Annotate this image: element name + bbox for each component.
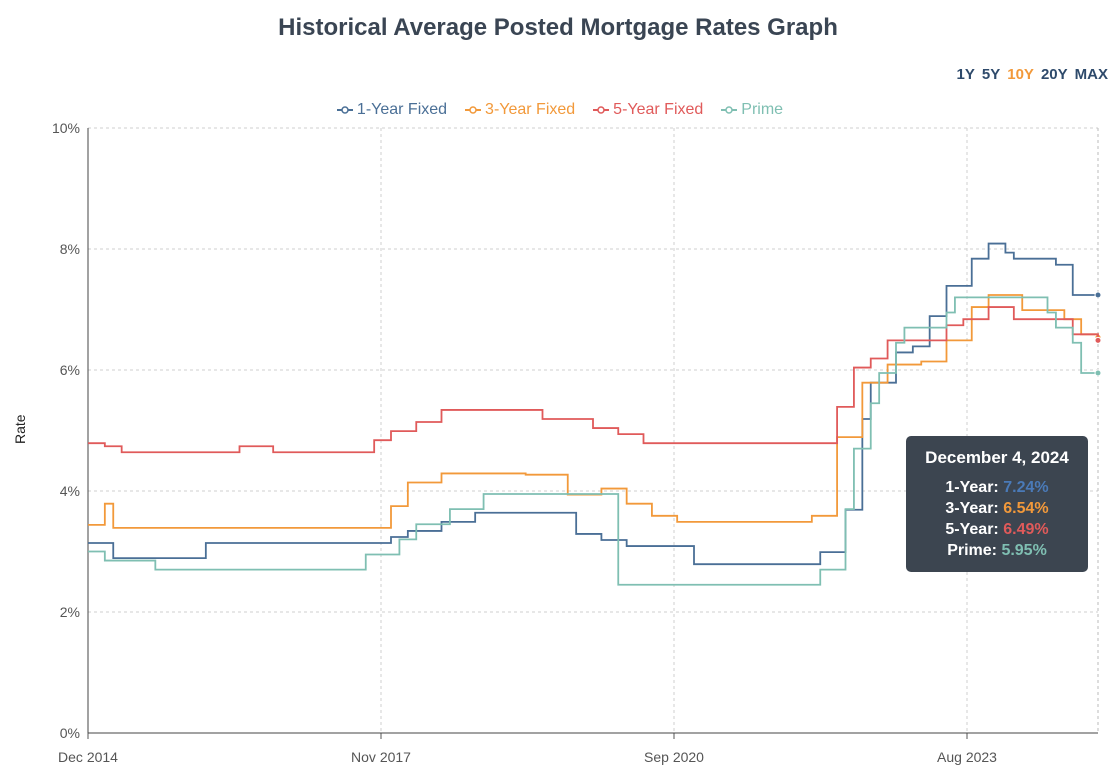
tooltip-value: 7.24% — [1003, 479, 1049, 496]
range-button-20y[interactable]: 20Y — [1040, 66, 1068, 83]
series-endpoint — [1094, 336, 1102, 344]
x-tick-label: Sep 2020 — [644, 749, 704, 765]
tooltip-row-1-year: 1-Year: 7.24% — [906, 477, 1088, 498]
range-button-5y[interactable]: 5Y — [981, 66, 1001, 83]
y-tick-label: 8% — [60, 241, 80, 257]
legend-item-1-year[interactable]: 1-Year Fixed — [336, 101, 448, 119]
series-endpoint — [1094, 291, 1102, 299]
y-tick-label: 0% — [60, 725, 80, 741]
chart-title: Historical Average Posted Mortgage Rates… — [278, 14, 838, 41]
series-line-5-year-fixed — [88, 306, 1099, 454]
y-tick-label: 4% — [60, 483, 80, 499]
y-tick-label: 10% — [52, 120, 80, 136]
range-button-1y[interactable]: 1Y — [956, 66, 975, 83]
tooltip-label: Prime: — [947, 542, 997, 559]
legend-label: Prime — [741, 101, 784, 118]
tooltip-row-3-year: 3-Year: 6.54% — [906, 498, 1088, 519]
x-tick-label: Nov 2017 — [351, 749, 411, 765]
tooltip-row-5-year: 5-Year: 6.49% — [906, 519, 1088, 540]
legend-label: 3-Year Fixed — [485, 101, 576, 118]
y-tick-label: 6% — [60, 362, 80, 378]
legend-marker-icon — [336, 105, 353, 115]
tooltip-date: December 4, 2024 — [925, 448, 1069, 467]
tooltip-label: 5-Year: — [945, 521, 999, 538]
x-tick-label: Aug 2023 — [937, 749, 997, 765]
y-tick-label: 2% — [60, 604, 80, 620]
tooltip-label: 3-Year: — [945, 500, 999, 517]
legend-item-3-year[interactable]: 3-Year Fixed — [465, 101, 575, 119]
tooltip-row-prime: Prime: 5.95% — [906, 540, 1088, 561]
series-line-3-year-fixed — [88, 294, 1099, 529]
hover-tooltip: December 4, 2024 1-Year: 7.24% 3-Year: 6… — [906, 436, 1088, 572]
x-tick-label: Dec 2014 — [58, 749, 118, 765]
chart-legend: 1-Year Fixed 3-Year Fixed 5-Year Fixed P… — [0, 101, 1120, 119]
tooltip-value: 6.49% — [1003, 521, 1049, 538]
tooltip-value: 5.95% — [1001, 542, 1047, 559]
tooltip-value: 6.54% — [1003, 500, 1049, 517]
legend-marker-icon — [721, 105, 738, 115]
legend-label: 5-Year Fixed — [613, 101, 704, 118]
range-selector: 1Y 5Y 10Y 20Y MAX — [957, 66, 1108, 83]
legend-item-prime[interactable]: Prime — [721, 101, 783, 119]
tooltip-label: 1-Year: — [945, 479, 999, 496]
legend-item-5-year[interactable]: 5-Year Fixed — [593, 101, 703, 119]
legend-label: 1-Year Fixed — [356, 101, 448, 118]
series-endpoint — [1094, 369, 1102, 377]
series-line-prime — [88, 296, 1098, 586]
series-line-1-year-fixed — [88, 242, 1098, 566]
legend-marker-icon — [593, 105, 610, 115]
legend-marker-icon — [465, 105, 482, 115]
range-button-10y[interactable]: 10Y — [1007, 66, 1034, 83]
range-button-max[interactable]: MAX — [1074, 66, 1108, 83]
